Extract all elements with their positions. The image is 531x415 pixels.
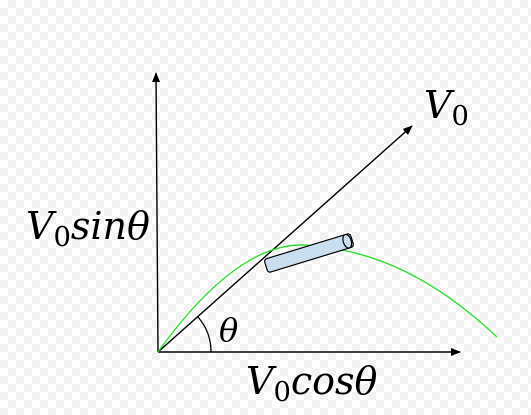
horizontal-component-label: V0cosθ [246, 359, 378, 408]
vertical-component-label: V0sinθ [26, 204, 150, 253]
projectile-object [264, 233, 354, 273]
angle-arc [197, 316, 212, 353]
vertical-axis [152, 72, 161, 353]
velocity-vector [157, 125, 413, 353]
angle-label: θ [219, 311, 239, 349]
velocity-label: V0 [424, 83, 469, 132]
